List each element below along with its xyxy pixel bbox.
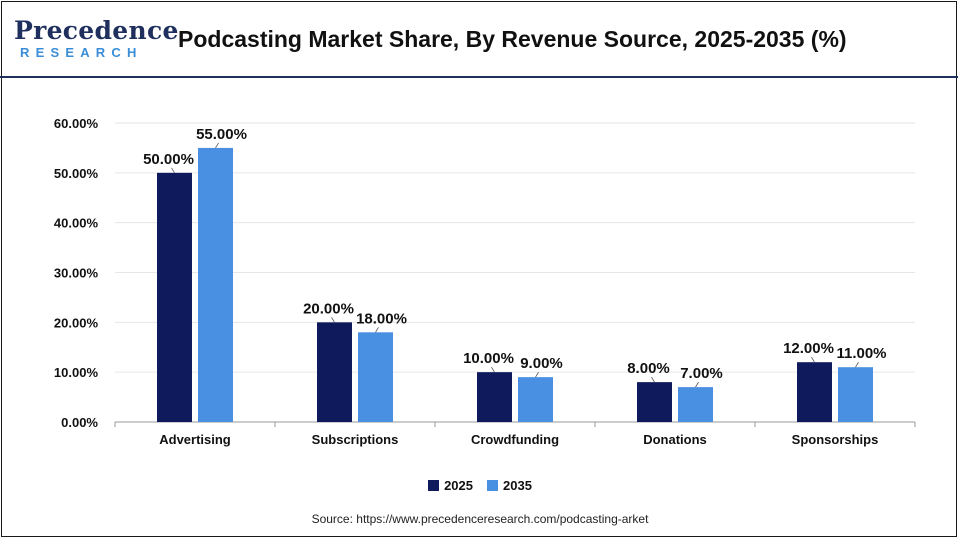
- y-tick-label: 40.00%: [54, 216, 99, 231]
- bar-2035: [358, 332, 393, 422]
- x-tick-label: Subscriptions: [312, 432, 399, 447]
- legend: 2025 2035: [0, 478, 960, 493]
- bar-2035: [518, 377, 553, 422]
- y-tick-label: 0.00%: [61, 415, 98, 430]
- data-label: 11.00%: [836, 345, 886, 362]
- x-tick-label: Crowdfunding: [471, 432, 559, 447]
- x-tick-label: Advertising: [159, 432, 231, 447]
- bar-2025: [317, 322, 352, 422]
- y-tick-label: 60.00%: [54, 116, 99, 131]
- data-label: 8.00%: [627, 360, 670, 377]
- label-leader: [375, 327, 379, 333]
- data-label: 12.00%: [783, 340, 834, 357]
- bar-2025: [477, 372, 512, 422]
- source-note: Source: https://www.precedenceresearch.c…: [311, 512, 649, 526]
- bar-2035: [678, 387, 713, 422]
- label-leader: [535, 371, 539, 378]
- label-leader: [695, 381, 699, 388]
- header: Precedence RESEARCH Podcasting Market Sh…: [0, 0, 958, 78]
- legend-swatch-2035: [487, 480, 498, 491]
- data-label: 10.00%: [463, 350, 514, 367]
- logo-sub: RESEARCH: [20, 45, 143, 60]
- legend-item-2035: 2035: [487, 478, 532, 493]
- y-tick-label: 10.00%: [54, 365, 99, 380]
- data-label: 7.00%: [680, 365, 723, 382]
- logo-name: Precedence: [14, 16, 179, 45]
- y-tick-label: 20.00%: [54, 315, 99, 330]
- label-leader: [855, 361, 859, 368]
- legend-label-2025: 2025: [444, 478, 473, 493]
- label-leader: [215, 142, 219, 149]
- label-leader: [491, 366, 495, 373]
- data-label: 50.00%: [143, 151, 194, 168]
- x-tick-label: Donations: [643, 432, 707, 447]
- label-leader: [651, 376, 655, 383]
- legend-swatch-2025: [428, 480, 440, 491]
- bar-2025: [797, 362, 832, 422]
- bar-2025: [637, 382, 672, 422]
- legend-item-2025: 2025: [428, 478, 473, 493]
- chart-title: Podcasting Market Share, By Revenue Sour…: [178, 26, 847, 52]
- brand-logo: Precedence RESEARCH: [14, 14, 178, 66]
- data-label: 55.00%: [196, 126, 247, 143]
- y-tick-label: 50.00%: [54, 166, 99, 181]
- legend-label-2035: 2035: [503, 478, 532, 493]
- data-label: 18.00%: [356, 310, 407, 327]
- label-leader: [171, 167, 175, 174]
- y-tick-label: 30.00%: [54, 266, 99, 281]
- x-tick-label: Sponsorships: [792, 432, 879, 447]
- data-label: 9.00%: [520, 355, 563, 372]
- data-label: 20.00%: [303, 300, 354, 317]
- label-leader: [811, 356, 815, 363]
- label-leader: [331, 317, 335, 323]
- bar-2035: [198, 147, 233, 422]
- bar-2035: [838, 367, 873, 422]
- bar-2025: [157, 172, 192, 422]
